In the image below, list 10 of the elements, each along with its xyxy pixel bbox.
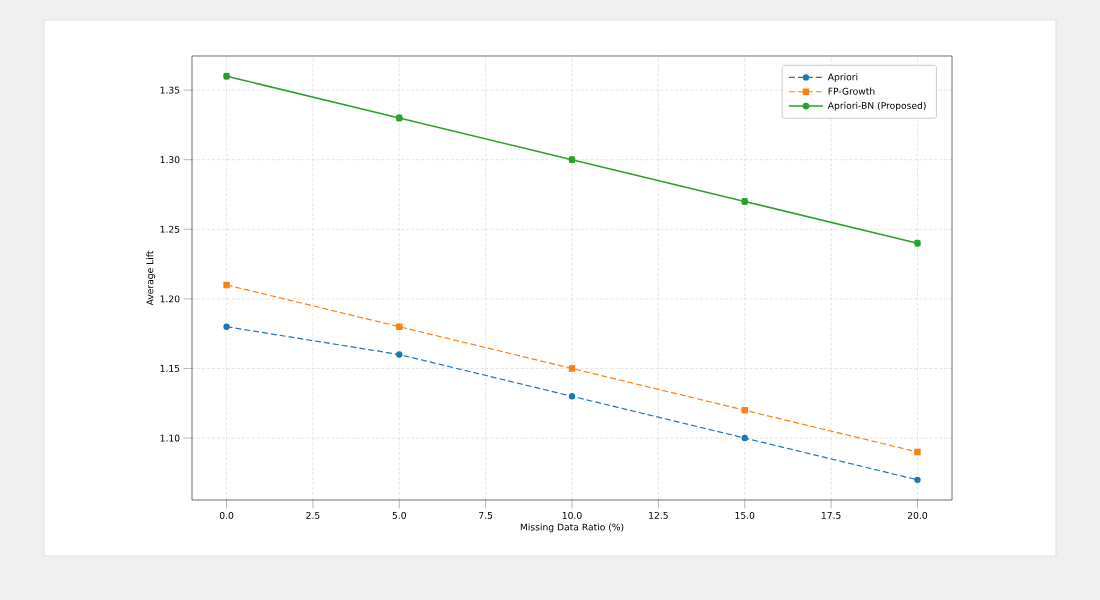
point bbox=[914, 476, 921, 484]
point bbox=[741, 434, 748, 442]
point bbox=[396, 351, 403, 358]
point bbox=[223, 281, 230, 289]
point bbox=[223, 323, 230, 330]
point bbox=[741, 407, 748, 414]
point bbox=[914, 448, 921, 456]
point bbox=[396, 323, 403, 330]
point bbox=[568, 393, 576, 400]
point bbox=[568, 365, 576, 372]
